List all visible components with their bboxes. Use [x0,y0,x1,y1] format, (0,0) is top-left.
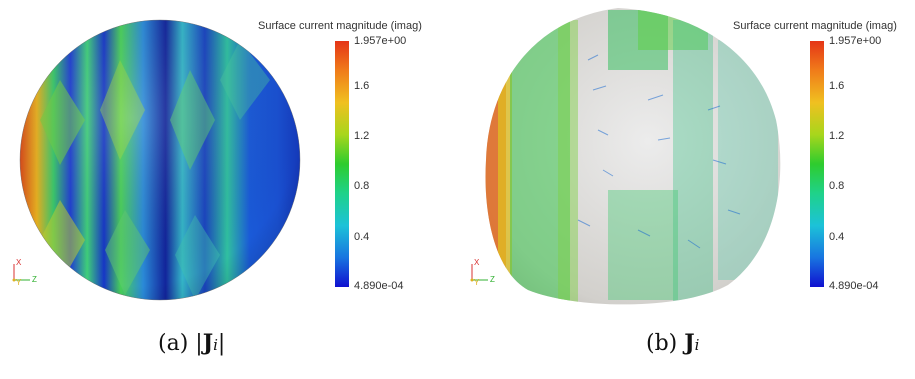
legend-title: Surface current magnitude (imag) [733,20,897,32]
sphere-vector-render [470,8,781,305]
tick-label: 1.6 [829,80,845,92]
legend-min-label: 4.890e-04 [354,280,404,292]
axis-x-label: X [474,258,480,267]
colorbar [810,41,824,287]
orientation-axes [470,264,488,282]
tick-label: 0.8 [829,180,845,192]
legend-max-label: 1.957e+00 [354,35,407,47]
orientation-axes [12,264,30,282]
colorbar [335,41,349,287]
figure-panel-b: X Y Z Surface current magnitude (imag) 1… [458,0,915,379]
tick-label: 0.8 [354,180,370,192]
legend-min-label: 4.890e-04 [829,280,879,292]
tick-label: 0.4 [354,231,370,243]
tick-label: 1.6 [354,80,370,92]
caption-a: (a) |Ji| [158,330,226,356]
tick-label: 1.2 [829,130,845,142]
tick-label: 1.2 [354,130,370,142]
axis-y-label: Y [474,278,480,287]
caption-b: (b) Ji [646,330,700,356]
axis-y-label: Y [16,278,22,287]
axis-x-label: X [16,258,22,267]
legend-title: Surface current magnitude (imag) [258,20,422,32]
sphere-magnitude-render [12,19,301,301]
axis-z-label: Z [490,275,495,284]
tick-label: 0.4 [829,231,845,243]
legend-max-label: 1.957e+00 [829,35,882,47]
axis-z-label: Z [32,275,37,284]
figure-panel-a: X Y Z Surface current magnitude (imag) 1… [0,0,457,379]
